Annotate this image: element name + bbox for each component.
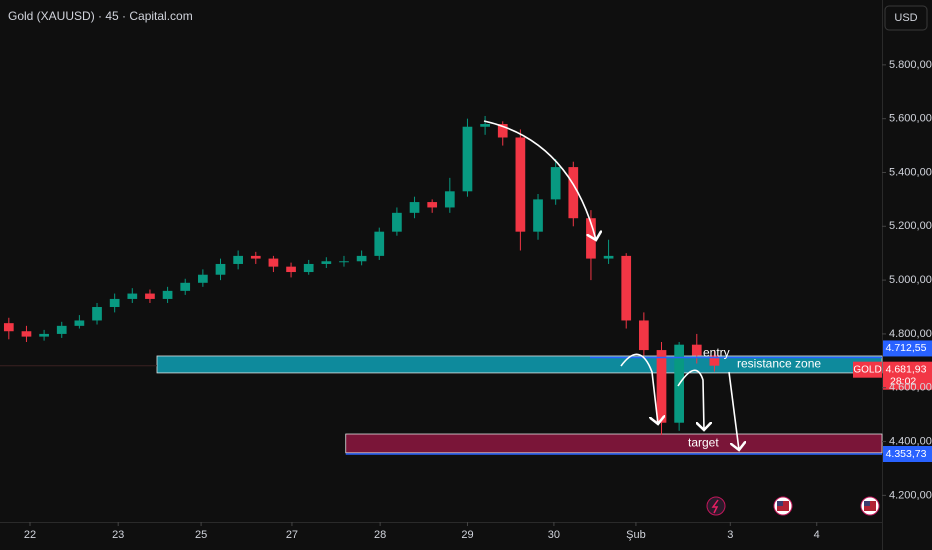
currency-box[interactable] <box>884 5 928 31</box>
candle-body <box>392 212 402 232</box>
event-icon[interactable] <box>706 496 726 516</box>
candle-body <box>56 325 67 334</box>
candle-body <box>233 255 243 264</box>
annotation-arrows <box>483 120 739 450</box>
zone-label: resistance zone <box>737 357 821 371</box>
symbol: GOLD <box>853 364 881 375</box>
flag-canton <box>777 501 783 506</box>
x-tick-label: 4 <box>814 529 820 541</box>
candle-body <box>162 290 173 299</box>
candle-body <box>303 263 314 273</box>
event-icons <box>706 496 880 516</box>
x-tick-label: 27 <box>286 529 298 541</box>
countdown: 28:02 <box>890 375 916 387</box>
price-label-box <box>883 340 932 357</box>
price-label: 4.353,73 <box>886 448 927 460</box>
y-tick-label: 4.600,00 <box>889 382 932 394</box>
x-tick-label: 23 <box>112 529 124 541</box>
x-tick-label: 3 <box>727 529 733 541</box>
candle-body <box>550 167 561 200</box>
last-price-label: 4.681,93 <box>886 363 927 375</box>
y-tick-label: 5.200,00 <box>889 220 932 232</box>
y-tick-label: 5.600,00 <box>889 113 932 125</box>
candle-body <box>409 202 420 213</box>
candle-body <box>39 333 49 337</box>
candle-body <box>603 255 614 259</box>
candle-body <box>3 323 14 332</box>
x-tick-label: 30 <box>548 529 560 541</box>
candle-body <box>444 191 455 208</box>
candle-body <box>709 355 720 366</box>
last-price-box <box>883 361 932 390</box>
flag-canton <box>864 501 870 506</box>
arrow <box>728 371 739 450</box>
candle-body <box>462 126 473 192</box>
price-line-name: entry <box>703 346 730 360</box>
candle-body <box>92 307 102 321</box>
arrow <box>483 120 596 240</box>
candle-body <box>480 124 490 127</box>
candle-body <box>691 344 702 356</box>
x-tick-label: 22 <box>24 529 36 541</box>
currency[interactable]: USD <box>894 12 917 24</box>
candle-body <box>639 320 649 351</box>
price-label: 4.712,55 <box>886 342 927 354</box>
candle-body <box>621 255 632 321</box>
candle-body <box>109 298 120 308</box>
price-label-box <box>883 445 932 462</box>
candle-body <box>568 167 579 219</box>
candle-body <box>250 255 261 259</box>
chart-title: Gold (XAUUSD) · 45 · Capital.com <box>8 9 193 23</box>
candle-body <box>21 331 32 337</box>
candle-body <box>497 124 508 138</box>
candle-body <box>127 293 138 299</box>
arrow <box>677 369 704 430</box>
zone <box>345 433 883 454</box>
candle-body <box>374 231 385 256</box>
symbol-box <box>853 361 882 378</box>
candle-body <box>533 199 543 232</box>
candle-body <box>515 137 526 232</box>
candle-body <box>286 266 296 273</box>
x-tick-label: 28 <box>374 529 386 541</box>
y-tick-label: 5.400,00 <box>889 166 932 178</box>
y-tick-label: 4.400,00 <box>889 435 932 447</box>
y-tick-label: 4.800,00 <box>889 328 932 340</box>
candle-body <box>198 274 208 283</box>
x-tick-label: 29 <box>461 529 473 541</box>
x-tick-label: Şub <box>626 529 646 541</box>
candle-body <box>427 202 438 208</box>
zone-label: target <box>688 436 719 450</box>
y-tick-label: 5.000,00 <box>889 274 932 286</box>
candle-body <box>215 263 226 275</box>
y-tick-label: 4.200,00 <box>889 489 932 501</box>
candle-body <box>321 261 332 264</box>
arrow <box>620 353 658 424</box>
candle-body <box>356 255 367 262</box>
candle-body <box>180 282 191 291</box>
y-tick-label: 5.800,00 <box>889 59 932 71</box>
x-tick-label: 25 <box>195 529 207 541</box>
lightning <box>711 499 719 514</box>
candle-body <box>656 350 667 423</box>
candle-body <box>339 261 349 263</box>
candle-body <box>74 320 85 326</box>
candle-body <box>145 293 155 299</box>
candle-body <box>268 258 279 267</box>
